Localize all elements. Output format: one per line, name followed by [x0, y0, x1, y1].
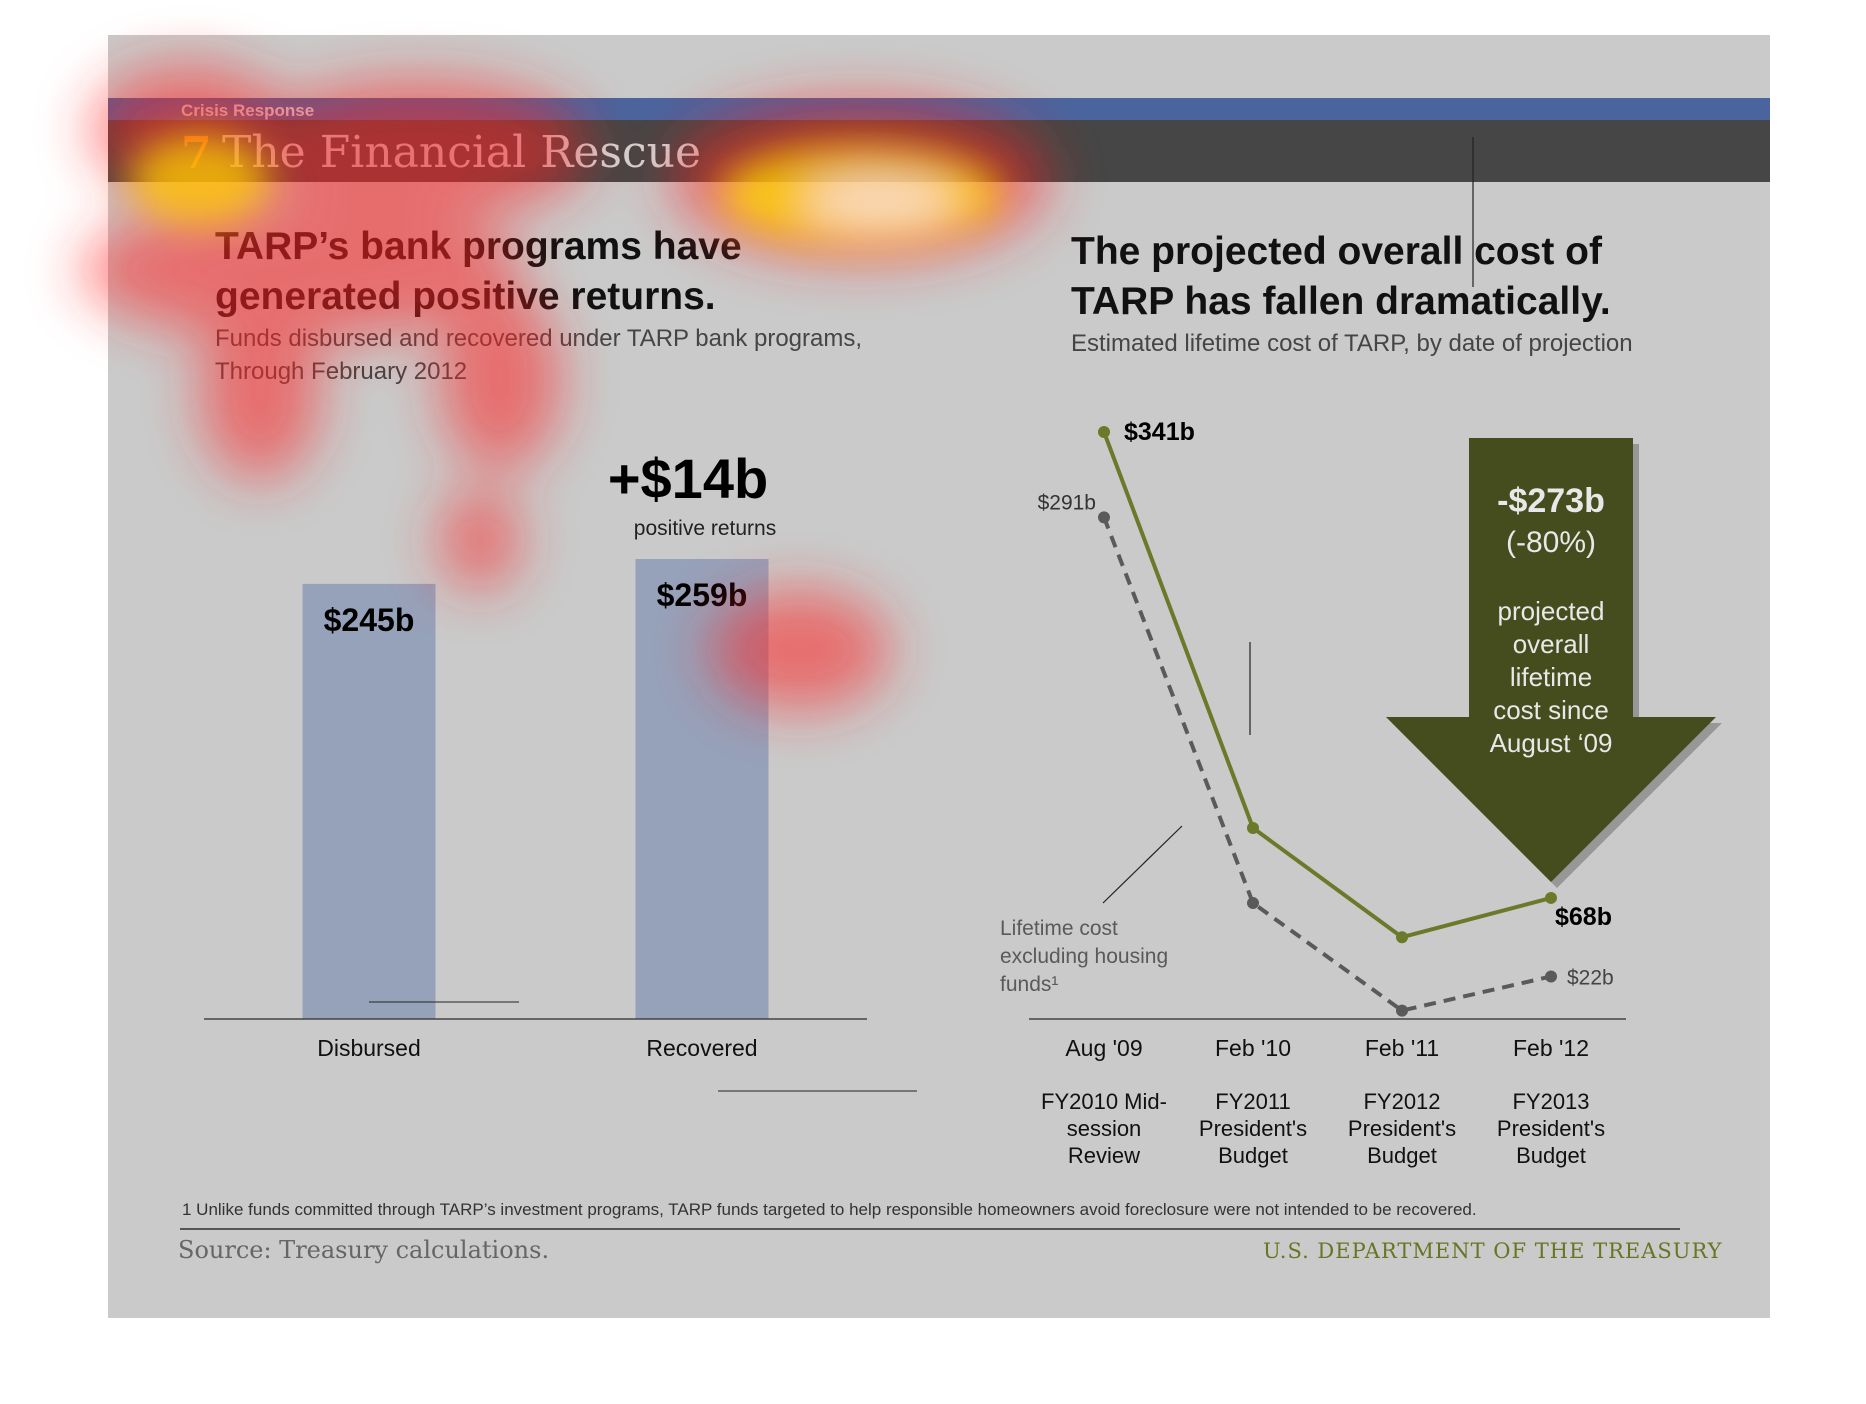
line-category-sublabel-3-2: Budget — [1516, 1143, 1586, 1168]
callout-text-line: cost since — [1493, 695, 1609, 725]
series-1-point-3 — [1545, 970, 1557, 983]
series-0-point-3 — [1545, 891, 1557, 904]
line-category-label-2: Feb '11 — [1365, 1035, 1439, 1061]
series-1-point-0 — [1098, 511, 1110, 524]
series-label-leader — [1102, 825, 1183, 904]
line-category-sublabel-1-0: FY2011 — [1215, 1089, 1290, 1114]
right-headline-line1: The projected overall cost of — [1071, 230, 1602, 273]
callout-arrow-shape — [1386, 438, 1716, 882]
line-category-sublabel-2-0: FY2012 — [1363, 1089, 1440, 1114]
line-category-sublabel-0-2: Review — [1068, 1143, 1140, 1168]
bar-category-recovered: Recovered — [646, 1035, 757, 1061]
line-category-sublabel-2-2: Budget — [1367, 1143, 1437, 1168]
line-category-label-0: Aug '09 — [1065, 1035, 1142, 1061]
line-category-sublabel-3-0: FY2013 — [1512, 1089, 1589, 1114]
line-category-sublabel-3-1: President's — [1497, 1116, 1605, 1141]
series-0-point-1 — [1247, 821, 1259, 834]
callout-percent: (-80%) — [1506, 526, 1596, 559]
line-category-sublabel-1-1: President's — [1199, 1116, 1307, 1141]
line-category-sublabel-1-2: Budget — [1218, 1143, 1288, 1168]
bar-disbursed — [302, 583, 436, 1019]
series-label-line: funds¹ — [1000, 973, 1058, 996]
returns-label: positive returns — [634, 517, 776, 540]
series-line-0 — [1102, 431, 1552, 940]
right-headline-line2: TARP has fallen dramatically. — [1071, 280, 1611, 323]
bar-recovered — [635, 559, 769, 1019]
series-1-point-label-3: $22b — [1567, 966, 1614, 989]
line-category-label-1: Feb '10 — [1215, 1035, 1291, 1061]
line-category-sublabel-0-1: session — [1067, 1116, 1142, 1141]
series-0-point-2 — [1396, 931, 1408, 944]
callout-text-line: August ‘09 — [1490, 728, 1613, 758]
bar-chart: $245b $259b Disbursed Recovered +$14b po… — [204, 447, 917, 1092]
bar-value-label-recovered: $259b — [657, 577, 748, 613]
bar-value-label-disbursed: $245b — [324, 602, 415, 638]
footer-rule — [180, 1228, 1680, 1230]
series-label-line: Lifetime cost — [1000, 917, 1118, 940]
line-category-label-3: Feb '12 — [1513, 1035, 1589, 1061]
series-1-point-1 — [1247, 897, 1259, 910]
callout-text-line: overall — [1513, 629, 1590, 659]
source-note: Source: Treasury calculations. — [178, 1236, 550, 1264]
line-category-sublabel-0-0: FY2010 Mid- — [1041, 1089, 1167, 1114]
line-chart: -$273b (-80%) projected overall lifetime… — [1000, 137, 1722, 1168]
callout-text-line: lifetime — [1510, 662, 1592, 692]
series-label-line: excluding housing — [1000, 945, 1168, 968]
line-series-marks: $341b $68b $291b $22b — [1038, 418, 1614, 1017]
series-0-point-label-0: $341b — [1124, 418, 1195, 446]
returns-value: +$14b — [608, 447, 768, 510]
series-0-point-label-3: $68b — [1555, 903, 1612, 931]
series-line-1 — [1102, 516, 1552, 1013]
callout-value: -$273b — [1497, 482, 1605, 520]
series-1-point-2 — [1396, 1004, 1408, 1017]
right-subtitle: Estimated lifetime cost of TARP, by date… — [1071, 330, 1633, 357]
line-category-sublabel-2-1: President's — [1348, 1116, 1456, 1141]
callout-text-line: projected — [1498, 596, 1605, 626]
cost-callout-arrow: -$273b (-80%) projected overall lifetime… — [1386, 438, 1722, 888]
series-0-point-0 — [1098, 426, 1110, 438]
series-1-point-label-0: $291b — [1038, 491, 1096, 514]
footnote: 1 Unlike funds committed through TARP’s … — [182, 1200, 1477, 1219]
bar-category-disbursed: Disbursed — [317, 1035, 421, 1061]
agency-logo-text: U.S. DEPARTMENT OF THE TREASURY — [1263, 1239, 1723, 1263]
